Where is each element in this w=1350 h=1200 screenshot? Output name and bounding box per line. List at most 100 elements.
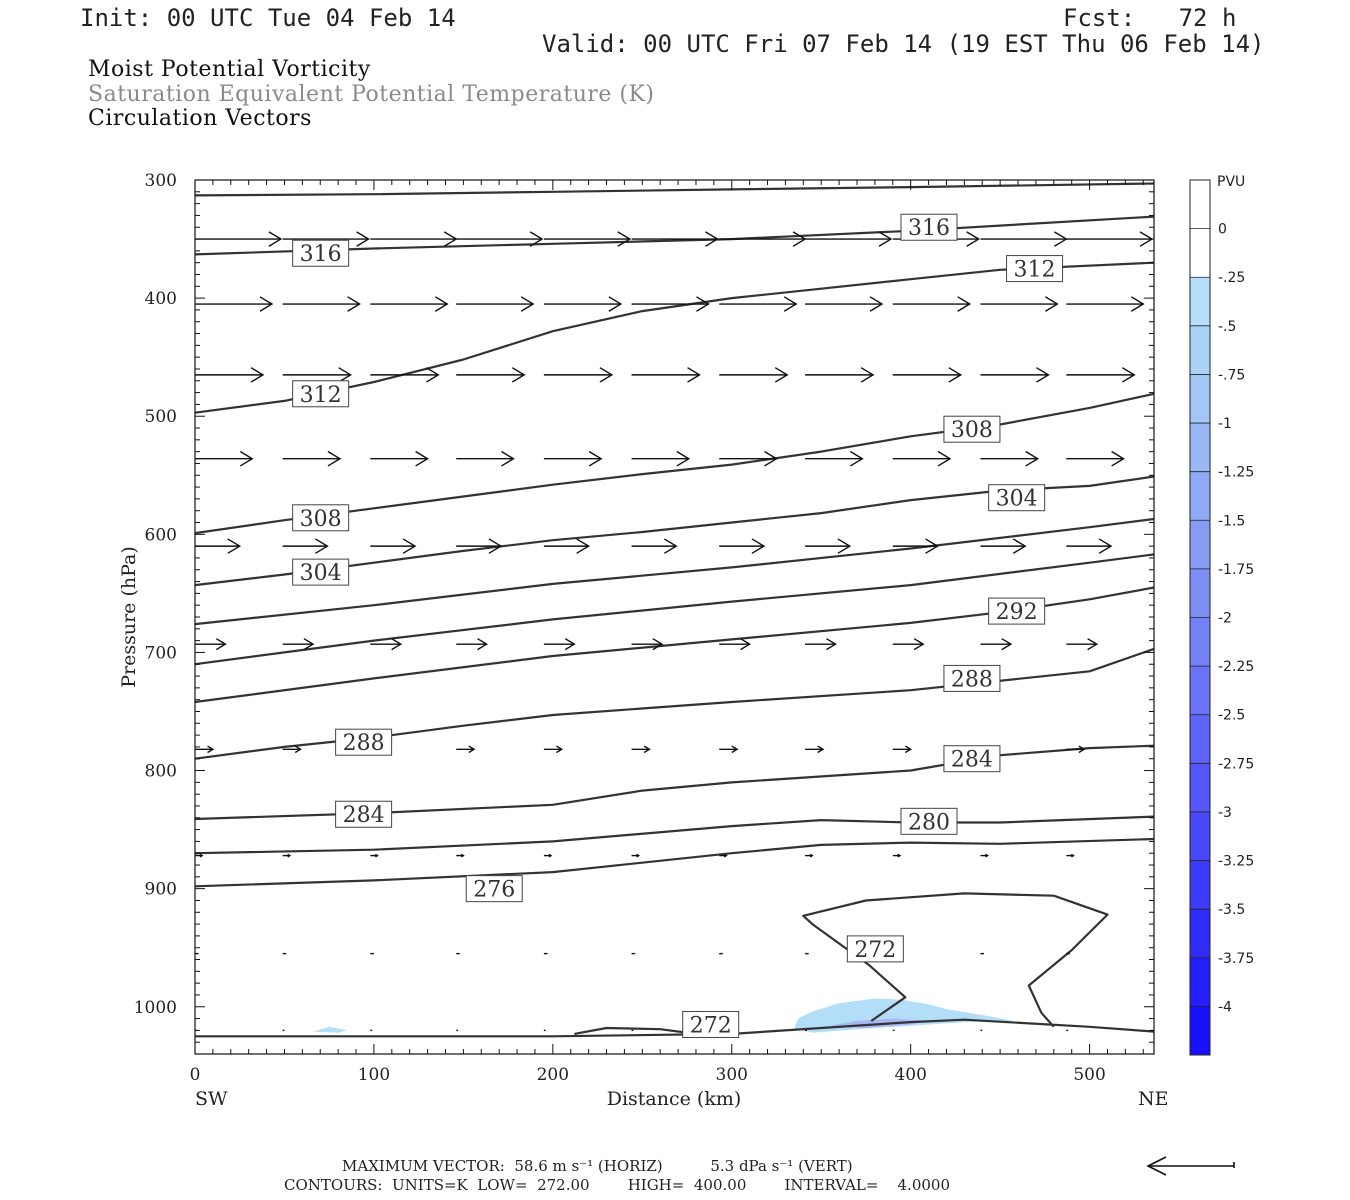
colorbar-swatch (1190, 617, 1210, 667)
colorbar-label: -3.25 (1218, 854, 1254, 870)
colorbar-swatch (1190, 909, 1210, 959)
contour-300 (194, 517, 1155, 626)
contour-label-text: 272 (690, 1013, 732, 1038)
contour-label-text: 276 (473, 878, 515, 903)
contour-272 (802, 892, 1109, 1028)
wind-vector (980, 450, 1040, 467)
colorbar-label: -.5 (1218, 319, 1236, 335)
contour-label-text: 304 (996, 487, 1038, 512)
wind-vector (1066, 367, 1136, 383)
wind-vector (456, 638, 488, 651)
colorbar-swatch (1190, 714, 1210, 764)
colorbar-label: -1.5 (1218, 513, 1245, 529)
contour-label-box (292, 239, 350, 267)
wind-vector (892, 367, 963, 383)
wind-vector (892, 638, 925, 651)
wind-vector (195, 231, 283, 247)
contour-label: 288 (943, 664, 1001, 692)
wind-vector (719, 745, 739, 754)
y-tick-label: 700 (145, 643, 177, 663)
colorbar-label: 0 (1218, 222, 1227, 238)
pv-colorbar: 0 -.25 -.5 -.75 -1 -1.25 -1.5 -1.75 -2 -2.25 -2.5 -… (1189, 179, 1254, 1056)
contour-label-box (1006, 255, 1064, 283)
contour-label: 272 (682, 1010, 740, 1038)
contour-label-text: 280 (908, 810, 950, 835)
wind-vector (719, 853, 728, 858)
wind-vector (631, 638, 664, 651)
wind-vector (370, 853, 379, 858)
wind-vector (282, 231, 370, 247)
wind-vector (370, 450, 429, 467)
title-circulation: Circulation Vectors (88, 106, 312, 131)
contour-label-text: 288 (951, 667, 993, 692)
wind-vector (282, 745, 302, 754)
wind-vector (1066, 296, 1145, 312)
x-tick-label: 0 (190, 1065, 201, 1085)
valid-time: Valid: 00 UTC Fri 07 Feb 14 (19 EST Thu … (542, 30, 1265, 58)
colorbar-label: -2.75 (1218, 756, 1254, 772)
contour-label: 284 (943, 745, 1001, 773)
wind-vector (719, 538, 766, 554)
contour-label-box (292, 504, 350, 532)
wind-vector (456, 231, 544, 247)
y-tick-label: 600 (145, 525, 177, 545)
wind-vector (543, 231, 632, 247)
colorbar-swatch (1190, 423, 1210, 473)
wind-vector (805, 367, 875, 383)
wind-vector (1066, 231, 1154, 247)
x-right-label: NE (1138, 1088, 1169, 1110)
wind-vector (543, 745, 564, 754)
wind-vector (719, 367, 789, 383)
contour-label-text: 312 (300, 383, 342, 408)
wind-vector (456, 367, 526, 383)
wind-vector (631, 538, 678, 554)
pv-fill-area (313, 1026, 348, 1033)
wind-vector (631, 853, 641, 858)
contour-label-box (943, 745, 1001, 773)
contour-label: 304 (988, 484, 1046, 512)
wind-vector (1066, 638, 1099, 651)
forecast-hour: Fcst: 72 h (1063, 4, 1237, 32)
wind-vector (980, 638, 1013, 651)
contour-280 (194, 815, 1155, 855)
y-tick-label: 400 (145, 289, 177, 309)
y-axis-title: Pressure (hPa) (118, 546, 140, 688)
contour-316 (194, 182, 1155, 197)
wind-vector (543, 538, 590, 554)
wind-vector (370, 538, 417, 554)
axes: 300 400 500 600 700 800 900 1000 0 100 200 300 400 50… (134, 171, 1155, 1085)
x-left-label: SW (195, 1088, 228, 1110)
contour-label-text: 292 (996, 600, 1038, 625)
wind-vector (805, 296, 884, 312)
pv-shading (313, 998, 1015, 1033)
wind-vector (282, 638, 315, 651)
contour-label-box (335, 728, 393, 756)
wind-vector (195, 538, 242, 554)
wind-vector (195, 853, 204, 858)
contour-284 (194, 744, 1155, 821)
y-tick-label: 1000 (134, 998, 177, 1018)
contour-label: 316 (900, 213, 958, 241)
x-tick-label: 200 (537, 1065, 569, 1085)
contour-label-text: 316 (908, 216, 950, 241)
colorbar-swatch (1190, 471, 1210, 521)
wind-vector (719, 638, 752, 651)
wind-vector (282, 296, 361, 312)
contour-labels: 316 316 312 312 308 308 304 304 292 288 288 284 284 2… (292, 213, 1064, 1038)
contour-label-text: 272 (854, 938, 896, 963)
contour-label-box (943, 415, 1001, 443)
contour-label-box (988, 484, 1046, 512)
wind-vector (1066, 538, 1113, 554)
contour-label-text: 312 (1014, 258, 1056, 283)
wind-vector (1066, 450, 1125, 467)
colorbar-label: -1 (1218, 416, 1232, 432)
wind-vector (456, 538, 503, 554)
max-vector-note: MAXIMUM VECTOR: 58.6 m s⁻¹ (HORIZ) 5.3 d… (342, 1157, 853, 1175)
colorbar-swatch (1190, 277, 1210, 327)
x-tick-label: 100 (358, 1065, 390, 1085)
wind-vector (805, 638, 837, 651)
contour-label: 308 (292, 504, 350, 532)
colorbar-swatch (1190, 666, 1210, 716)
wind-vector (370, 296, 449, 312)
